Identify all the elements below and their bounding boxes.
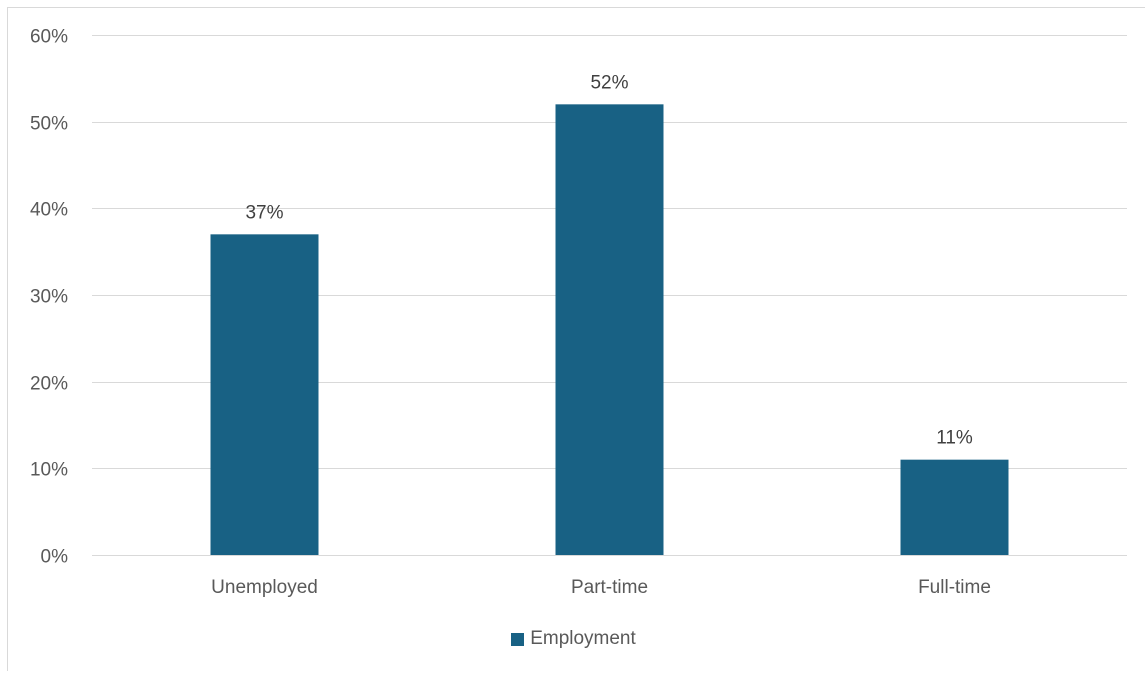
bar xyxy=(555,104,664,555)
legend: Employment xyxy=(0,626,1147,652)
data-label: 11% xyxy=(936,428,973,449)
y-tick-label: 40% xyxy=(30,200,68,221)
category-label: Part-time xyxy=(571,577,648,598)
y-tick-label: 50% xyxy=(30,114,68,135)
legend-swatch xyxy=(511,632,525,646)
legend-label: Employment xyxy=(530,628,636,649)
y-tick-label: 60% xyxy=(30,27,68,48)
y-tick-label: 10% xyxy=(30,460,68,481)
data-label: 52% xyxy=(590,72,628,93)
bar xyxy=(210,234,319,556)
bar xyxy=(900,459,1009,555)
category-label: Unemployed xyxy=(211,577,318,598)
data-label: 37% xyxy=(245,202,283,223)
y-tick-label: 20% xyxy=(30,374,68,395)
category-label: Full-time xyxy=(918,577,991,598)
y-tick-label: 30% xyxy=(30,287,68,308)
y-tick-label: 0% xyxy=(41,547,69,568)
